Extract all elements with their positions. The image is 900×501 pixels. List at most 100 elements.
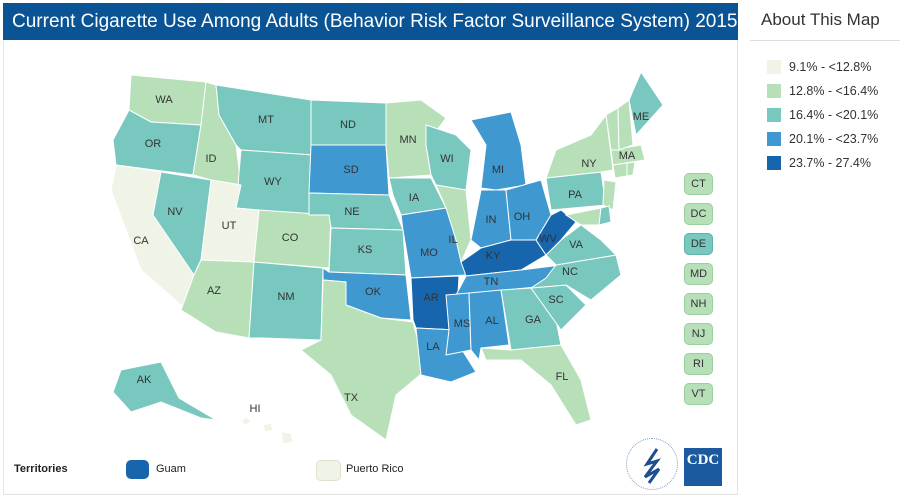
state-nj[interactable] — [602, 179, 617, 211]
state-label: KY — [486, 250, 501, 262]
state-shape[interactable] — [598, 205, 612, 226]
state-shape[interactable] — [262, 422, 274, 433]
state-in[interactable]: IN — [470, 189, 512, 249]
state-ny[interactable]: NY — [545, 113, 614, 179]
state-label: VA — [569, 239, 584, 251]
state-shape[interactable] — [300, 279, 427, 441]
divider — [750, 40, 900, 41]
state-shape[interactable] — [545, 113, 614, 179]
state-label: TN — [484, 276, 499, 288]
state-de[interactable] — [598, 205, 612, 226]
state-label: MN — [399, 134, 416, 146]
small-state-nj[interactable]: NJ — [684, 323, 713, 345]
state-shape[interactable] — [628, 70, 664, 137]
state-nd[interactable]: ND — [310, 99, 387, 146]
small-state-de[interactable]: DE — [684, 233, 713, 255]
state-label: WA — [155, 94, 173, 106]
state-label: AR — [423, 292, 438, 304]
state-label: ME — [633, 111, 650, 123]
state-label: AL — [485, 315, 498, 327]
state-wi[interactable]: WI — [425, 124, 472, 191]
state-label: ND — [340, 119, 356, 131]
state-label: NM — [277, 291, 294, 303]
state-shape[interactable] — [480, 344, 592, 426]
state-me[interactable]: ME — [628, 70, 664, 137]
state-tx[interactable]: TX — [300, 279, 427, 441]
state-ak[interactable]: AK — [112, 361, 217, 421]
state-fl[interactable]: FL — [480, 344, 592, 426]
state-nv[interactable]: NV — [152, 171, 212, 277]
state-ar[interactable]: AR — [410, 275, 460, 331]
state-co[interactable]: CO — [253, 209, 332, 269]
small-state-md[interactable]: MD — [684, 263, 713, 285]
puerto-rico-swatch[interactable] — [316, 460, 341, 481]
legend-item[interactable]: 23.7% - 27.4% — [767, 151, 900, 175]
legend-item[interactable]: 9.1% - <12.8% — [767, 55, 900, 79]
state-label: PA — [568, 189, 583, 201]
state-label: FL — [556, 371, 569, 383]
state-shape[interactable] — [470, 111, 527, 191]
small-state-vt[interactable]: VT — [684, 383, 713, 405]
state-wy[interactable]: WY — [235, 149, 314, 216]
state-nh[interactable] — [617, 99, 634, 151]
state-shape[interactable] — [500, 287, 562, 351]
state-hi[interactable]: HI — [240, 403, 294, 445]
guam-swatch[interactable] — [126, 460, 149, 479]
about-panel: About This Map 9.1% - <12.8% 12.8% - <16.… — [750, 0, 900, 501]
state-shape[interactable] — [248, 261, 324, 341]
us-map: WA OR CA NV ID MT WY UT CO AZ NM ND SD NE KS OK TX MN IA MO… — [110, 70, 664, 445]
legend-label: 23.7% - 27.4% — [789, 156, 871, 170]
state-label: SC — [548, 294, 563, 306]
legend-item[interactable]: 12.8% - <16.4% — [767, 79, 900, 103]
state-wv[interactable]: WV — [535, 209, 577, 256]
state-mi[interactable]: MI — [470, 111, 527, 191]
small-state-dc[interactable]: DC — [684, 203, 713, 225]
legend-item[interactable]: 16.4% - <20.1% — [767, 103, 900, 127]
state-label: GA — [525, 314, 542, 326]
state-ks[interactable]: KS — [328, 227, 407, 276]
state-label: AZ — [207, 285, 221, 297]
state-shape[interactable] — [602, 179, 617, 211]
state-label: MI — [492, 164, 504, 176]
map-title: Current Cigarette Use Among Adults (Beha… — [3, 3, 738, 40]
state-label: NV — [167, 206, 183, 218]
state-ct[interactable] — [612, 162, 628, 179]
state-label: OK — [365, 286, 382, 298]
state-label: ID — [206, 153, 217, 165]
state-ga[interactable]: GA — [500, 287, 562, 351]
map-panel: WA OR CA NV ID MT WY UT CO AZ NM ND SD NE KS OK TX MN IA MO… — [3, 40, 738, 495]
state-label: OH — [514, 211, 531, 223]
state-nm[interactable]: NM — [248, 261, 324, 341]
state-label: MO — [420, 247, 438, 259]
legend-item[interactable]: 20.1% - <23.7% — [767, 127, 900, 151]
small-state-nh[interactable]: NH — [684, 293, 713, 315]
legend-swatch — [767, 60, 781, 74]
state-label: SD — [343, 164, 358, 176]
state-ri[interactable] — [626, 161, 636, 177]
state-label: WI — [440, 153, 453, 165]
state-shape[interactable] — [626, 161, 636, 177]
legend-label: 12.8% - <16.4% — [789, 84, 879, 98]
small-state-ri[interactable]: RI — [684, 353, 713, 375]
state-ne[interactable]: NE — [308, 192, 404, 231]
state-sd[interactable]: SD — [308, 144, 390, 196]
state-shape[interactable] — [240, 416, 252, 426]
state-shape[interactable] — [617, 99, 634, 151]
about-heading[interactable]: About This Map — [761, 10, 880, 29]
state-shape[interactable] — [612, 162, 628, 179]
state-pa[interactable]: PA — [545, 171, 607, 211]
state-label: MA — [619, 150, 636, 162]
territories-label: Territories — [14, 463, 68, 475]
guam-label: Guam — [156, 463, 186, 475]
state-label: KS — [358, 244, 373, 256]
state-shape[interactable] — [112, 361, 217, 421]
state-shape[interactable] — [445, 292, 472, 356]
state-label: WV — [539, 233, 557, 245]
state-shape[interactable] — [280, 431, 294, 445]
legend-swatch — [767, 156, 781, 170]
state-mt[interactable]: MT — [215, 84, 312, 156]
state-ms[interactable]: MS — [445, 292, 472, 356]
small-state-ct[interactable]: CT — [684, 173, 713, 195]
legend-label: 9.1% - <12.8% — [789, 60, 872, 74]
state-label: NC — [562, 266, 578, 278]
